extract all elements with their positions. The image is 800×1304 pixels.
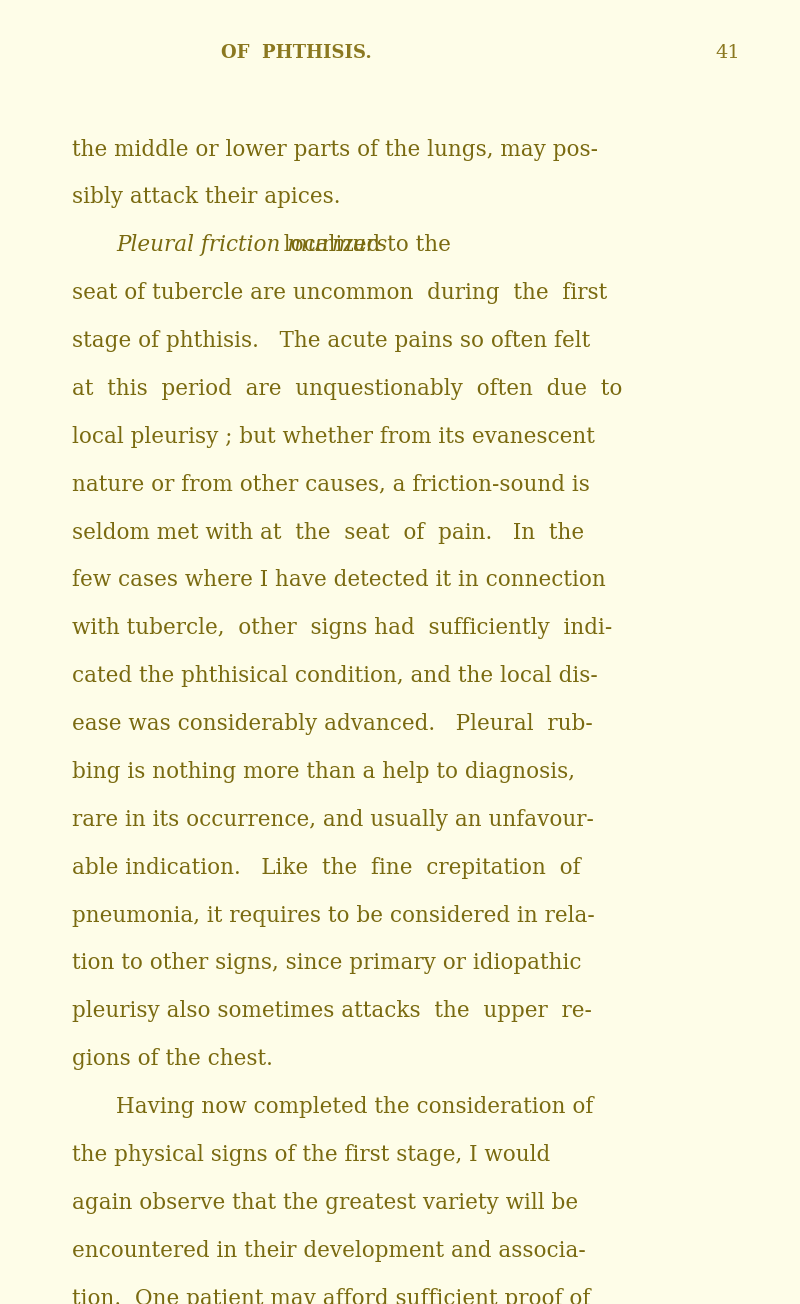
Text: few cases where I have detected it in connection: few cases where I have detected it in co… xyxy=(72,570,606,592)
Text: rare in its occurrence, and usually an unfavour-: rare in its occurrence, and usually an u… xyxy=(72,808,594,831)
Text: Having now completed the consideration of: Having now completed the consideration o… xyxy=(116,1097,594,1118)
Text: localized to the: localized to the xyxy=(270,235,450,257)
Text: cated the phthisical condition, and the local dis-: cated the phthisical condition, and the … xyxy=(72,665,598,687)
Text: the physical signs of the first stage, I would: the physical signs of the first stage, I… xyxy=(72,1144,550,1166)
Text: 41: 41 xyxy=(716,44,740,63)
Text: Pleural friction murmurs: Pleural friction murmurs xyxy=(116,235,387,257)
Text: tion to other signs, since primary or idiopathic: tion to other signs, since primary or id… xyxy=(72,952,582,974)
Text: seldom met with at  the  seat  of  pain.   In  the: seldom met with at the seat of pain. In … xyxy=(72,522,584,544)
Text: OF  PHTHISIS.: OF PHTHISIS. xyxy=(221,44,371,63)
Text: ease was considerably advanced.   Pleural  rub-: ease was considerably advanced. Pleural … xyxy=(72,713,593,735)
Text: able indication.   Like  the  fine  crepitation  of: able indication. Like the fine crepitati… xyxy=(72,857,581,879)
Text: seat of tubercle are uncommon  during  the  first: seat of tubercle are uncommon during the… xyxy=(72,282,607,304)
Text: again observe that the greatest variety will be: again observe that the greatest variety … xyxy=(72,1192,578,1214)
Text: stage of phthisis.   The acute pains so often felt: stage of phthisis. The acute pains so of… xyxy=(72,330,590,352)
Text: tion.  One patient may afford sufficient proof of: tion. One patient may afford sufficient … xyxy=(72,1287,590,1304)
Text: nature or from other causes, a friction-sound is: nature or from other causes, a friction-… xyxy=(72,473,590,496)
Text: pneumonia, it requires to be considered in rela-: pneumonia, it requires to be considered … xyxy=(72,905,594,927)
Text: with tubercle,  other  signs had  sufficiently  indi-: with tubercle, other signs had sufficien… xyxy=(72,617,612,639)
Text: sibly attack their apices.: sibly attack their apices. xyxy=(72,186,341,209)
Text: pleurisy also sometimes attacks  the  upper  re-: pleurisy also sometimes attacks the uppe… xyxy=(72,1000,592,1022)
Text: local pleurisy ; but whether from its evanescent: local pleurisy ; but whether from its ev… xyxy=(72,426,595,447)
Text: the middle or lower parts of the lungs, may pos-: the middle or lower parts of the lungs, … xyxy=(72,138,598,160)
Text: at  this  period  are  unquestionably  often  due  to: at this period are unquestionably often … xyxy=(72,378,622,400)
Text: gions of the chest.: gions of the chest. xyxy=(72,1048,273,1071)
Text: bing is nothing more than a help to diagnosis,: bing is nothing more than a help to diag… xyxy=(72,762,575,782)
Text: encountered in their development and associa-: encountered in their development and ass… xyxy=(72,1240,586,1262)
